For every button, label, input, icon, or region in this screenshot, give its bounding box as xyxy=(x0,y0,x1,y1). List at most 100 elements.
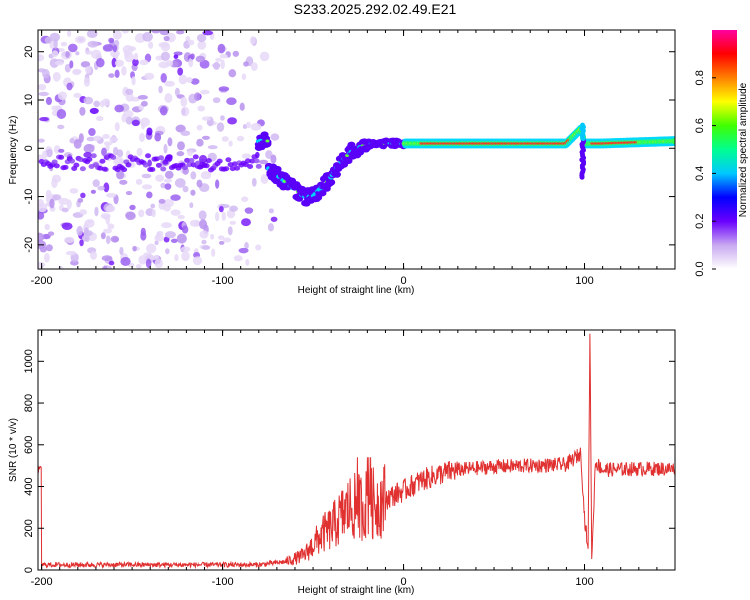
noise-blob xyxy=(154,258,163,269)
noise-blob xyxy=(114,122,120,132)
noise-blob xyxy=(86,156,93,162)
noise-blob xyxy=(38,138,45,143)
noise-blob xyxy=(170,238,178,243)
noise-blob xyxy=(174,178,186,188)
noise-blob xyxy=(267,223,274,232)
noise-blob xyxy=(119,179,128,185)
noise-blob xyxy=(174,87,180,97)
noise-blob xyxy=(72,69,82,74)
noise-blob xyxy=(241,153,251,159)
noise-blob xyxy=(58,148,65,153)
noise-blob xyxy=(83,96,94,105)
noise-blob xyxy=(239,102,245,111)
noise-blob xyxy=(79,166,86,172)
noise-blob xyxy=(190,171,197,180)
noise-blob xyxy=(218,240,225,245)
noise-blob xyxy=(207,145,218,150)
spectrogram-y-label: Frequency (Hz) xyxy=(8,116,19,185)
spur-blob xyxy=(580,122,586,128)
noise-blob xyxy=(49,41,55,50)
noise-blob xyxy=(112,30,122,40)
noise-blob xyxy=(61,222,73,230)
noise-blob xyxy=(232,50,240,57)
noise-blob xyxy=(66,82,73,91)
noise-blob xyxy=(205,158,212,164)
snr-background xyxy=(38,330,675,570)
noise-blob xyxy=(84,235,90,243)
noise-blob xyxy=(216,158,223,164)
colorbar: 0.0 0.2 0.4 0.6 0.8 Normalized spectral ampl… xyxy=(694,30,749,277)
noise-blob xyxy=(222,237,232,243)
noise-blob xyxy=(47,231,55,236)
noise-blob xyxy=(92,179,100,188)
noise-blob xyxy=(130,96,140,102)
noise-blob xyxy=(127,46,137,52)
noise-blob xyxy=(170,194,181,201)
noise-blob xyxy=(110,154,117,160)
noise-blob xyxy=(158,155,165,161)
noise-blob xyxy=(38,68,46,73)
noise-blob xyxy=(135,178,143,185)
noise-blob xyxy=(138,255,147,265)
noise-blob xyxy=(176,151,185,157)
noise-blob xyxy=(39,116,49,122)
noise-blob xyxy=(270,216,278,222)
noise-blob xyxy=(93,135,102,141)
noise-blob xyxy=(49,198,55,209)
noise-blob xyxy=(125,88,134,95)
y-tick-label: 0 xyxy=(23,145,35,151)
noise-blob xyxy=(203,163,210,169)
noise-blob xyxy=(166,154,173,160)
noise-blob xyxy=(227,226,233,236)
noise-blob xyxy=(146,127,153,136)
noise-blob xyxy=(255,244,262,251)
noise-blob xyxy=(132,245,137,252)
noise-blob xyxy=(142,31,153,42)
noise-blob xyxy=(69,158,76,164)
noise-blob xyxy=(51,174,62,183)
noise-blob xyxy=(219,54,229,59)
noise-blob xyxy=(249,36,256,45)
noise-blob xyxy=(177,141,185,151)
noise-blob xyxy=(220,59,225,70)
noise-blob xyxy=(86,136,96,142)
noise-blob xyxy=(114,59,125,67)
noise-blob xyxy=(76,225,83,236)
noise-blob xyxy=(100,213,111,219)
noise-blob xyxy=(215,179,220,189)
y-tick-label: -20 xyxy=(23,237,35,253)
noise-blob xyxy=(79,239,84,247)
noise-blob xyxy=(97,185,105,191)
noise-blob xyxy=(85,66,92,74)
noise-blob xyxy=(159,30,170,36)
noise-blob xyxy=(78,133,84,143)
noise-blob xyxy=(133,52,139,61)
noise-blob xyxy=(75,51,80,56)
noise-blob xyxy=(244,242,249,250)
y-tick-label: 400 xyxy=(23,477,35,495)
colorbar-gradient xyxy=(712,30,737,269)
noise-blob xyxy=(142,162,149,168)
noise-blob xyxy=(89,107,99,115)
noise-blob xyxy=(125,116,134,125)
noise-blob xyxy=(90,153,97,159)
ridge-blob xyxy=(327,179,336,186)
noise-blob xyxy=(251,154,258,160)
noise-blob xyxy=(220,115,225,121)
noise-blob xyxy=(223,166,230,172)
noise-blob xyxy=(90,49,102,60)
noise-blob xyxy=(38,83,47,91)
noise-blob xyxy=(95,115,104,122)
noise-blob xyxy=(190,78,200,85)
noise-blob xyxy=(141,173,152,179)
ridge-blob xyxy=(344,157,353,165)
noise-blob xyxy=(164,80,175,87)
noise-blob xyxy=(45,96,52,106)
noise-blob xyxy=(201,239,207,245)
noise-blob xyxy=(189,219,201,227)
noise-blob xyxy=(69,138,75,144)
noise-blob xyxy=(187,39,195,46)
colorbar-tick-label: 0.6 xyxy=(694,118,706,133)
noise-blob xyxy=(268,208,274,214)
noise-blob xyxy=(140,231,147,241)
